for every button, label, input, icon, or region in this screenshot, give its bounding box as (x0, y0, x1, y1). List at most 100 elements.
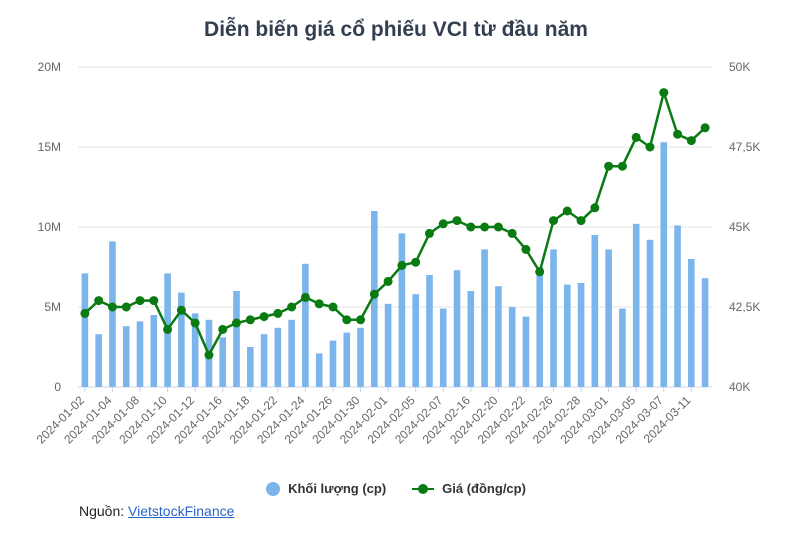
price-point (190, 318, 200, 328)
volume-bar (591, 235, 599, 387)
price-point (438, 219, 448, 229)
price-point (176, 305, 186, 315)
price-point (700, 123, 710, 133)
volume-bar (412, 294, 419, 387)
price-point (535, 267, 545, 277)
left-axis: 0 5M 10M 15M 20M (38, 60, 62, 394)
volume-bar (522, 316, 530, 387)
right-axis-tick-label: 45K (729, 220, 750, 234)
volume-bar (632, 223, 640, 387)
volume-bar (246, 347, 254, 387)
volume-bar (109, 241, 116, 387)
price-point (521, 244, 531, 254)
volume-bar (357, 327, 364, 387)
legend-price-swatch (412, 482, 435, 496)
price-point (673, 129, 683, 139)
volume-bar (260, 334, 268, 387)
left-axis-tick-label: 5M (44, 300, 61, 314)
price-point (328, 302, 338, 312)
price-point (659, 88, 669, 98)
volume-bar (136, 321, 144, 387)
volume-bar (481, 249, 488, 387)
source-prefix: Nguồn: (79, 503, 129, 519)
volume-bar (550, 249, 557, 387)
source-link[interactable]: VietstockFinance (128, 503, 235, 519)
price-point (218, 324, 228, 334)
volume-bars (81, 142, 709, 387)
volume-bar (536, 267, 544, 387)
volume-bar (191, 313, 199, 387)
right-axis-tick-label: 40K (729, 380, 750, 394)
volume-bar (563, 284, 571, 387)
price-point (411, 257, 421, 267)
price-point (549, 216, 558, 226)
price-point (452, 216, 462, 226)
volume-bar (329, 340, 337, 387)
volume-bar (371, 211, 378, 387)
left-axis-tick-label: 10M (38, 220, 61, 234)
legend-volume-swatch (266, 481, 281, 496)
volume-bar (646, 239, 654, 387)
price-point (342, 315, 352, 325)
price-point (604, 161, 614, 171)
volume-bar (660, 142, 668, 387)
price-point (466, 222, 476, 232)
price-point (273, 308, 283, 318)
price-point (259, 312, 269, 322)
right-axis: 40K 42,5K 45K 47,5K 50K (729, 60, 760, 394)
price-point (424, 228, 434, 238)
price-point (507, 228, 517, 238)
volume-bar (81, 273, 89, 387)
volume-bar (619, 308, 626, 387)
volume-bar (674, 225, 681, 387)
volume-bar (577, 283, 585, 387)
price-point (590, 203, 600, 213)
price-point (94, 296, 104, 306)
price-point (314, 299, 324, 309)
left-axis-tick-label: 0 (54, 380, 61, 394)
price-point (356, 315, 366, 325)
price-point (121, 302, 131, 312)
legend-item-price[interactable]: Giá (đồng/cp) (412, 481, 526, 496)
volume-bar (495, 286, 502, 387)
volume-bar (315, 353, 323, 387)
price-line (80, 88, 710, 360)
price-point (204, 350, 214, 360)
price-point (383, 276, 393, 286)
price-point (245, 315, 255, 325)
chart-title: Diễn biến giá cổ phiếu VCI từ đầu năm (204, 18, 588, 41)
volume-bar (426, 275, 433, 387)
volume-bar (453, 270, 461, 387)
volume-bar (178, 292, 185, 387)
price-point (149, 296, 159, 306)
price-point (107, 302, 117, 312)
volume-bar (95, 334, 102, 387)
left-axis-tick-label: 15M (38, 140, 61, 154)
price-point (617, 161, 627, 171)
volume-bar (688, 259, 695, 387)
volume-bar (701, 278, 709, 387)
volume-bar (398, 233, 406, 387)
volume-bar (605, 249, 612, 387)
volume-bar (467, 291, 475, 387)
price-point (576, 216, 586, 226)
price-point (232, 318, 241, 328)
grid-lines (78, 66, 712, 388)
volume-bar (508, 307, 516, 387)
price-point (300, 292, 310, 302)
price-point (686, 136, 696, 146)
price-point (493, 222, 503, 232)
volume-bar (343, 332, 351, 387)
volume-bar (122, 326, 130, 387)
price-line-path (84, 91, 706, 357)
legend-price-label: Giá (đồng/cp) (442, 481, 526, 496)
x-axis: 2024-01-022024-01-042024-01-082024-01-10… (34, 387, 694, 447)
price-point (163, 324, 173, 334)
volume-bar (219, 337, 227, 387)
price-point (287, 302, 297, 312)
price-point (135, 296, 145, 306)
legend-item-volume[interactable]: Khối lượng (cp) (266, 481, 386, 496)
legend-volume-label: Khối lượng (cp) (288, 481, 387, 496)
